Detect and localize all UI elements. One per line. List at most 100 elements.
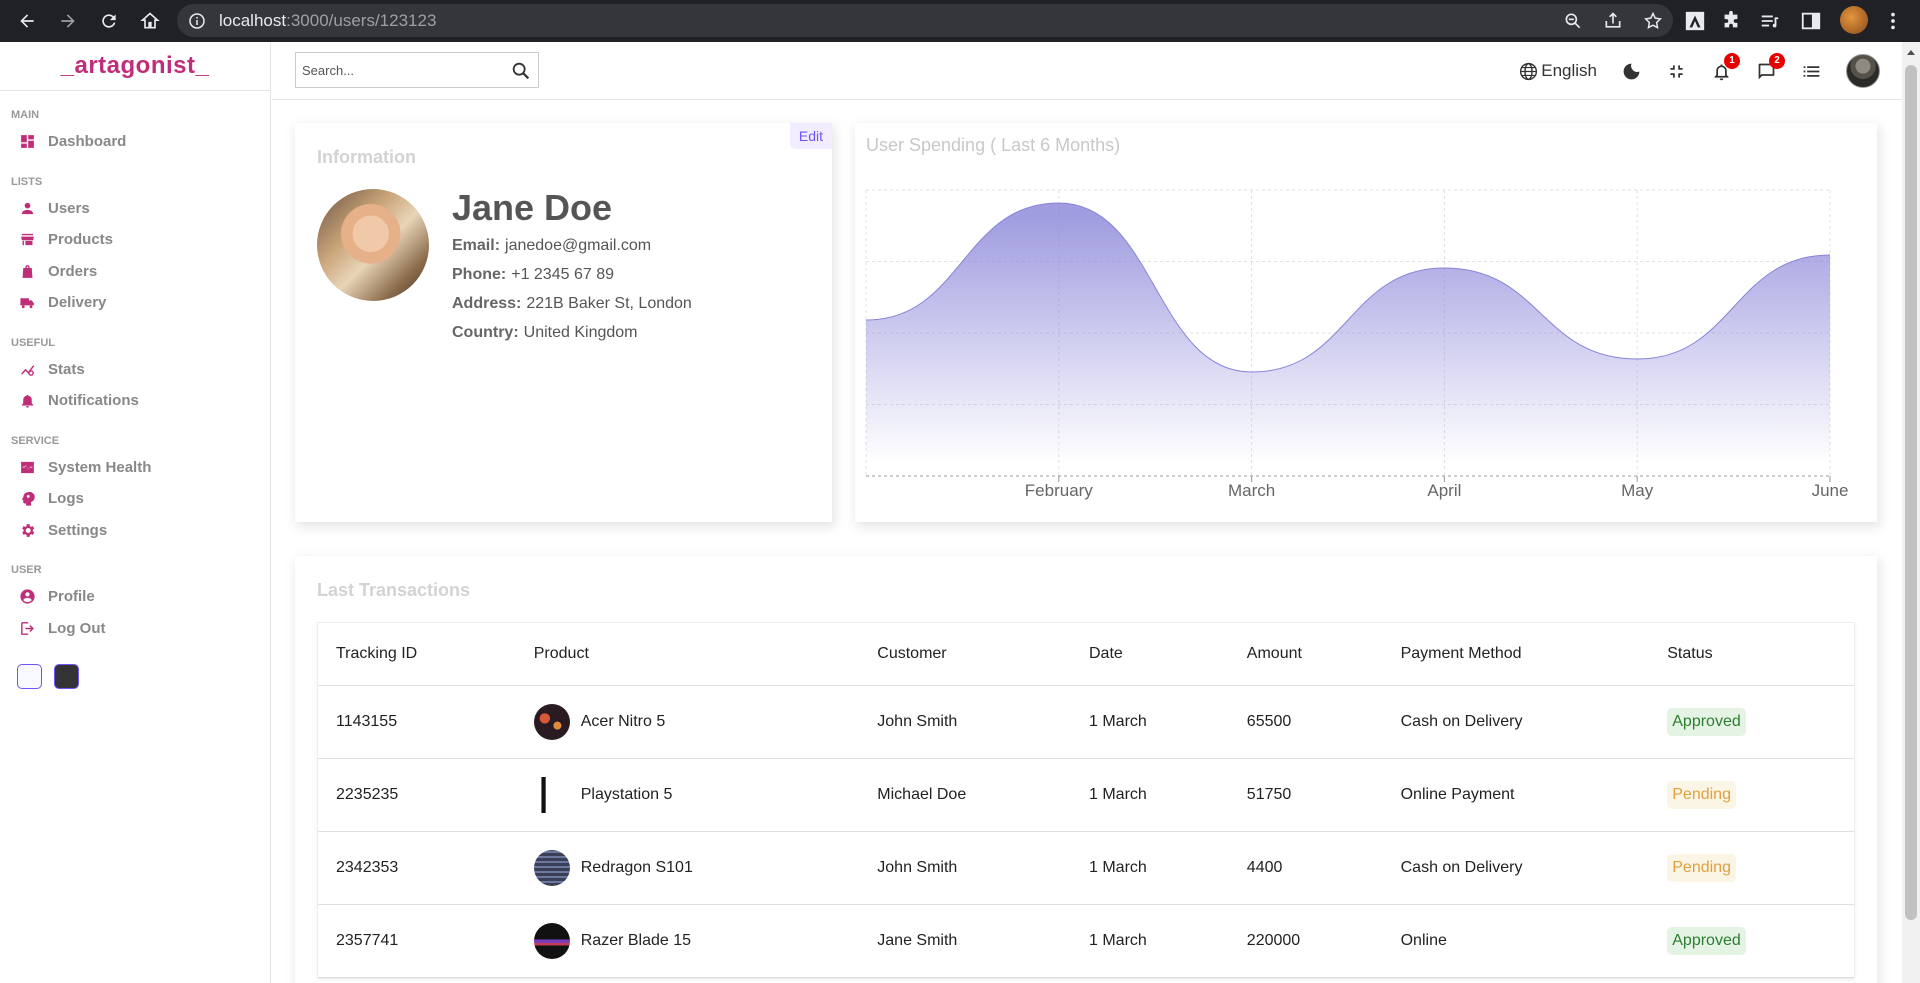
status-badge: Approved bbox=[1667, 927, 1746, 955]
messages-button[interactable]: 2 bbox=[1756, 52, 1785, 82]
tracking-id: 2235235 bbox=[336, 786, 399, 803]
customer: Jane Smith bbox=[877, 932, 958, 949]
logout-icon bbox=[18, 619, 36, 637]
user-icon bbox=[18, 199, 36, 217]
header-payment-method[interactable]: Payment Method bbox=[1400, 645, 1522, 662]
status-cell: Pending bbox=[1649, 781, 1854, 809]
logo[interactable]: _artagonist_ bbox=[60, 52, 210, 79]
menu-dots-icon[interactable] bbox=[1880, 8, 1906, 34]
header-amount[interactable]: Amount bbox=[1246, 645, 1302, 662]
scroll-up-arrow-icon[interactable] bbox=[1907, 50, 1915, 55]
address-bar[interactable]: localhost:3000/users/123123 bbox=[177, 4, 1673, 37]
notifications-button[interactable]: 1 bbox=[1711, 52, 1740, 82]
transactions-title: Last Transactions bbox=[317, 580, 471, 600]
header-product[interactable]: Product bbox=[533, 645, 589, 662]
sidebar-item-label: Stats bbox=[48, 360, 85, 378]
dark-theme-toggle[interactable] bbox=[54, 664, 79, 689]
sidebar-item-logs[interactable]: Logs bbox=[0, 483, 270, 515]
information-title: Information bbox=[317, 147, 416, 167]
back-icon[interactable] bbox=[13, 7, 41, 35]
sidebar-item-label: Log Out bbox=[48, 619, 106, 637]
sidebar-item-profile[interactable]: Profile bbox=[0, 581, 270, 613]
amount: 51750 bbox=[1246, 786, 1292, 803]
phone-key: Phone: bbox=[452, 266, 507, 283]
sidebar-item-label: Settings bbox=[48, 521, 108, 539]
home-icon[interactable] bbox=[136, 7, 164, 35]
table-row[interactable]: 2235235 Playstation 5 Michael Doe 1 Marc… bbox=[318, 759, 1854, 832]
sidebar: _artagonist_ MAIN Dashboard LISTS Users … bbox=[0, 42, 271, 983]
table-header-row: Tracking ID Product Customer Date Amount… bbox=[318, 623, 1854, 686]
sidebar-item-users[interactable]: Users bbox=[0, 193, 270, 225]
search-input[interactable] bbox=[296, 62, 496, 78]
sidebar-item-label: Orders bbox=[48, 262, 98, 280]
zoom-icon[interactable] bbox=[1563, 11, 1583, 31]
share-icon[interactable] bbox=[1603, 11, 1623, 31]
edit-button[interactable]: Edit bbox=[789, 123, 832, 149]
list-button[interactable] bbox=[1801, 61, 1822, 82]
header-status[interactable]: Status bbox=[1667, 645, 1713, 662]
tracking-id: 1143155 bbox=[336, 713, 398, 730]
sidebar-item-settings[interactable]: Settings bbox=[0, 515, 270, 547]
date: 1 March bbox=[1089, 713, 1147, 730]
browser-profile-avatar[interactable] bbox=[1840, 6, 1868, 34]
transactions-card: Last Transactions Tracking ID Product Cu… bbox=[295, 556, 1877, 983]
sidebar-item-dashboard[interactable]: Dashboard bbox=[0, 126, 270, 158]
customer: John Smith bbox=[877, 859, 958, 876]
sidebar-item-system-health[interactable]: System Health bbox=[0, 452, 270, 484]
product-image bbox=[533, 923, 570, 959]
date: 1 March bbox=[1089, 786, 1147, 803]
light-theme-toggle[interactable] bbox=[17, 664, 42, 689]
fullscreen-exit-button[interactable] bbox=[1666, 61, 1687, 82]
gear-icon bbox=[18, 521, 36, 539]
phone-value: +1 2345 67 89 bbox=[511, 266, 614, 283]
moon-icon bbox=[1623, 63, 1640, 79]
address-key: Address: bbox=[452, 295, 522, 312]
sidebar-item-orders[interactable]: Orders bbox=[0, 256, 270, 288]
star-icon[interactable] bbox=[1643, 11, 1663, 31]
sidebar-item-products[interactable]: Products bbox=[0, 224, 270, 256]
x-tick-label: June bbox=[1812, 481, 1849, 500]
extension-a-icon[interactable] bbox=[1682, 8, 1708, 34]
email-row: Email: janedoe@gmail.com bbox=[452, 237, 692, 255]
tracking-id: 2342353 bbox=[336, 859, 399, 876]
scrollbar-thumb[interactable] bbox=[1905, 65, 1917, 920]
table-row[interactable]: 2357741 Razer Blade 15 Jane Smith 1 Marc… bbox=[318, 905, 1854, 978]
logo-area: _artagonist_ bbox=[0, 42, 270, 91]
sidebar-item-delivery[interactable]: Delivery bbox=[0, 287, 270, 319]
table-row[interactable]: 1143155 Acer Nitro 5 John Smith 1 March … bbox=[318, 686, 1854, 759]
status-cell: Pending bbox=[1649, 854, 1854, 882]
chat-icon bbox=[1758, 63, 1775, 79]
forward-icon[interactable] bbox=[54, 7, 82, 35]
payment-method: Cash on Delivery bbox=[1400, 859, 1523, 876]
chart-area bbox=[866, 203, 1830, 476]
x-tick-label: April bbox=[1427, 481, 1461, 500]
media-icon[interactable] bbox=[1757, 8, 1783, 34]
sidebar-item-logout[interactable]: Log Out bbox=[0, 613, 270, 645]
header-tracking-id[interactable]: Tracking ID bbox=[336, 645, 418, 662]
bell-icon bbox=[18, 392, 36, 410]
reload-icon[interactable] bbox=[95, 7, 123, 35]
x-tick-label: May bbox=[1621, 481, 1654, 500]
sidebar-item-stats[interactable]: Stats bbox=[0, 354, 270, 386]
page-scrollbar[interactable] bbox=[1902, 42, 1920, 983]
dark-mode-toggle[interactable] bbox=[1621, 61, 1642, 82]
info-icon[interactable] bbox=[189, 12, 205, 29]
email-value: janedoe@gmail.com bbox=[505, 237, 652, 254]
table-row[interactable]: 2342353 Redragon S101 John Smith 1 March… bbox=[318, 832, 1854, 905]
language-label: English bbox=[1541, 61, 1597, 80]
product-cell: Acer Nitro 5 bbox=[516, 704, 860, 740]
header-customer[interactable]: Customer bbox=[877, 645, 947, 662]
search-icon[interactable] bbox=[510, 60, 532, 82]
section-title-useful: USEFUL bbox=[11, 336, 55, 349]
country-key: Country: bbox=[452, 324, 519, 341]
language-selector[interactable]: English bbox=[1518, 61, 1597, 82]
user-avatar[interactable] bbox=[1846, 54, 1880, 88]
sidebar-item-label: Delivery bbox=[48, 294, 107, 312]
payment-method: Online Payment bbox=[1400, 786, 1515, 803]
header-date[interactable]: Date bbox=[1089, 645, 1123, 662]
sidepanel-icon[interactable] bbox=[1798, 8, 1824, 34]
puzzle-icon[interactable] bbox=[1718, 8, 1744, 34]
sidebar-item-label: System Health bbox=[48, 458, 152, 476]
sidebar-item-notifications[interactable]: Notifications bbox=[0, 385, 270, 417]
topbar: English 1 2 bbox=[272, 42, 1902, 100]
